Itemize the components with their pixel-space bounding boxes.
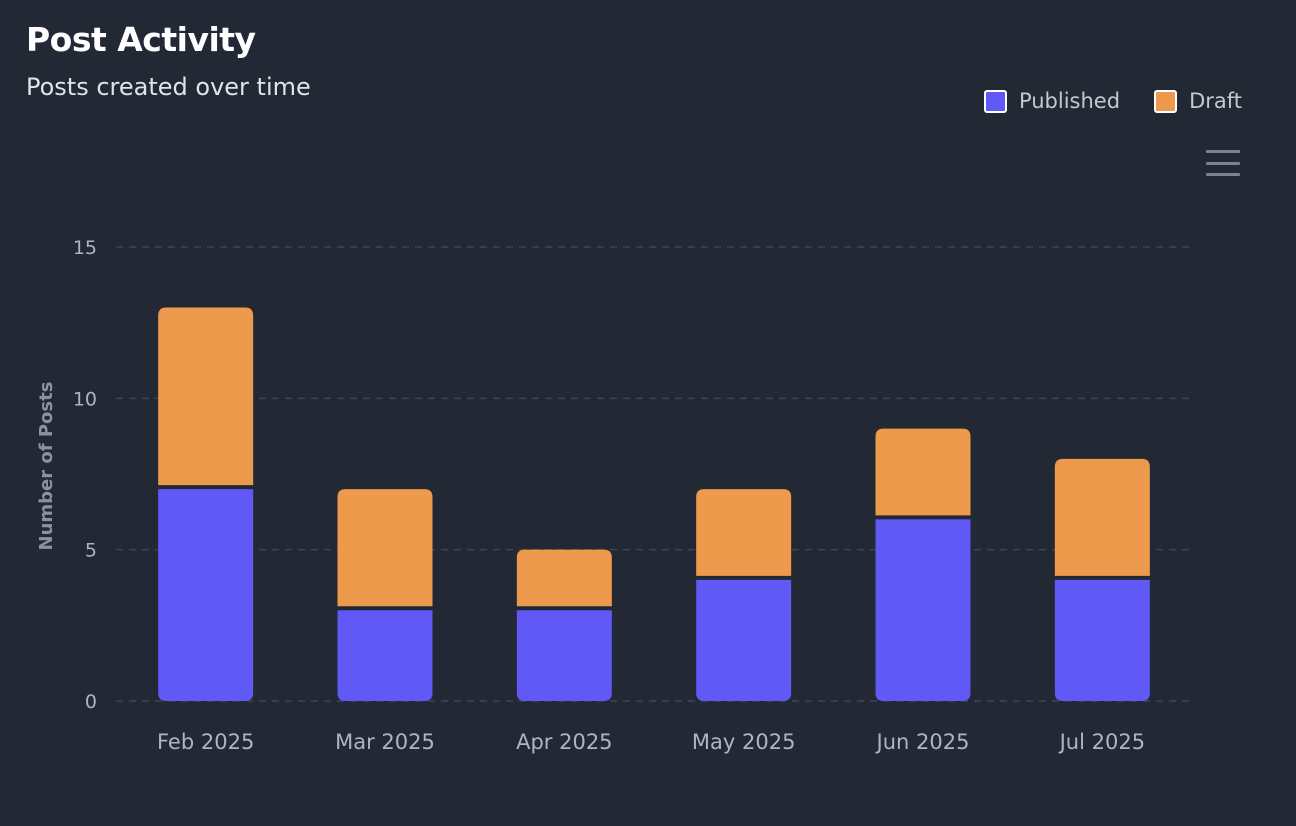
x-tick-label: Feb 2025 <box>157 730 254 754</box>
y-axis-title: Number of Posts <box>36 382 57 551</box>
bar-segment-published[interactable] <box>875 519 971 701</box>
x-tick-label: May 2025 <box>692 730 796 754</box>
bar-segment-published[interactable] <box>158 489 254 701</box>
bar-group[interactable] <box>1054 458 1150 701</box>
hamburger-menu-icon[interactable] <box>1206 150 1240 176</box>
bar-segment-draft[interactable] <box>696 489 792 576</box>
x-tick-label: Apr 2025 <box>516 730 612 754</box>
bar-group[interactable] <box>158 307 254 701</box>
y-tick-label: 0 <box>85 691 97 713</box>
legend-swatch-published <box>983 89 1007 113</box>
bar-group[interactable] <box>516 549 612 701</box>
bar-segment-draft[interactable] <box>337 489 433 607</box>
x-tick-label: Mar 2025 <box>335 730 435 754</box>
bar-segment-published[interactable] <box>696 579 792 701</box>
x-tick-label: Jul 2025 <box>1058 730 1145 754</box>
chart-subtitle: Posts created over time <box>26 73 311 101</box>
bar-segment-draft[interactable] <box>1054 458 1150 576</box>
bars <box>158 307 1150 701</box>
legend-label-draft: Draft <box>1189 89 1242 113</box>
bar-segment-draft[interactable] <box>875 428 971 516</box>
legend-label-published: Published <box>1018 89 1121 113</box>
x-tick-label: Jun 2025 <box>875 730 970 754</box>
bar-segment-draft[interactable] <box>516 549 612 607</box>
y-tick-label: 10 <box>73 388 97 410</box>
y-axis-ticks: 0 5 10 15 <box>73 237 97 713</box>
x-axis-labels: Feb 2025 Mar 2025 Apr 2025 May 2025 Jun 2025… <box>157 730 1145 754</box>
bar-segment-published[interactable] <box>516 610 612 701</box>
y-tick-label: 5 <box>85 540 97 562</box>
y-tick-label: 15 <box>73 237 97 259</box>
bar-segment-published[interactable] <box>337 610 433 701</box>
bar-group[interactable] <box>337 489 433 701</box>
legend-item-draft[interactable]: Draft <box>1154 89 1242 113</box>
chart-title: Post Activity <box>26 20 256 59</box>
bar-segment-published[interactable] <box>1054 579 1150 701</box>
legend-swatch-draft <box>1154 89 1178 113</box>
gridlines <box>116 246 1192 702</box>
chart-legend: Published Draft <box>983 89 1242 113</box>
bar-segment-draft[interactable] <box>158 307 254 486</box>
legend-item-published[interactable]: Published <box>983 89 1121 113</box>
bar-group[interactable] <box>696 489 792 701</box>
bar-group[interactable] <box>875 428 971 701</box>
